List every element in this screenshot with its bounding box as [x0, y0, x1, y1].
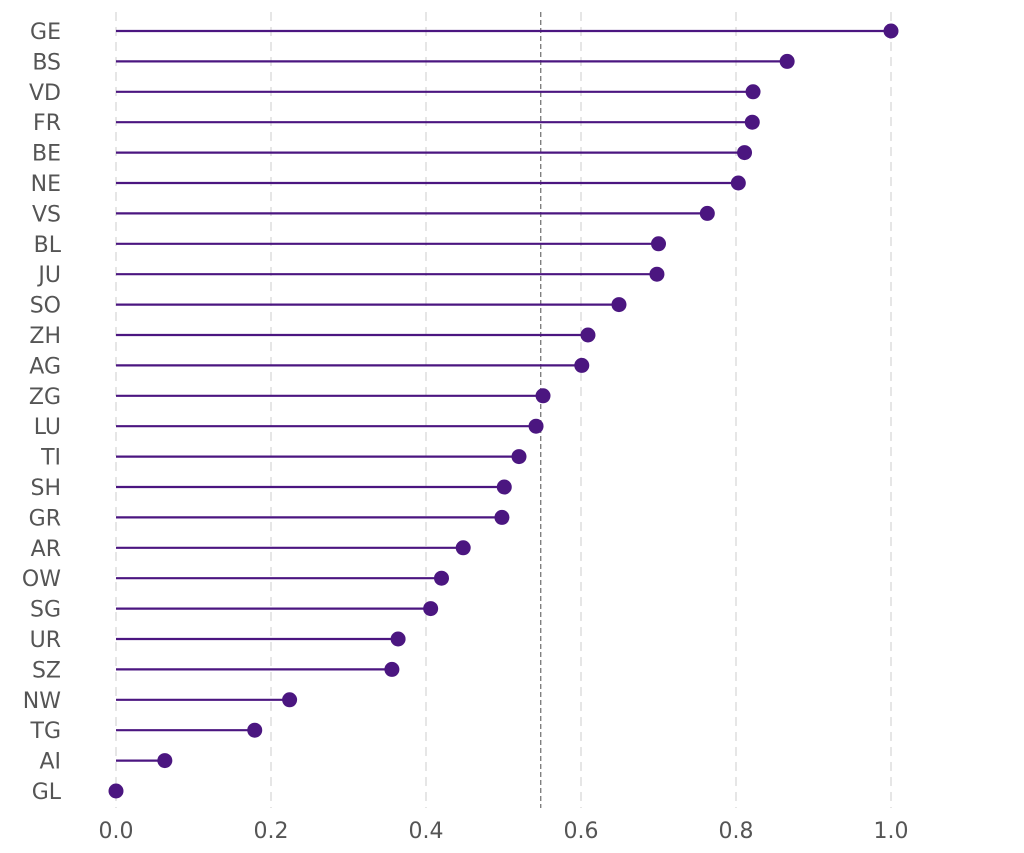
- x-tick-label: 0.0: [99, 819, 134, 844]
- dot-zg: [535, 388, 551, 404]
- category-label: BE: [32, 142, 61, 167]
- dot-lu: [528, 418, 544, 434]
- dot-ne: [730, 175, 746, 191]
- dot-ow: [434, 570, 449, 586]
- category-label: BS: [32, 50, 61, 75]
- category-label: AI: [39, 750, 61, 775]
- dot-ge: [883, 23, 899, 39]
- dot-zh: [580, 327, 596, 343]
- dot-sh: [496, 479, 512, 495]
- x-tick-label: 0.4: [409, 819, 444, 844]
- stems: [116, 29, 891, 762]
- category-label: AG: [29, 354, 61, 379]
- dot-fr: [744, 114, 760, 130]
- dot-bl: [651, 236, 666, 252]
- category-label: SZ: [32, 658, 61, 683]
- dot-ju: [649, 266, 665, 282]
- category-label: ZH: [29, 324, 61, 349]
- dot-vd: [745, 84, 761, 100]
- dot-ag: [574, 357, 590, 373]
- category-label: SO: [30, 294, 61, 319]
- grid-lines: [115, 12, 892, 808]
- category-label: SH: [30, 476, 61, 501]
- category-label: OW: [22, 567, 61, 592]
- category-label: AR: [31, 537, 61, 562]
- category-label: GE: [30, 20, 61, 45]
- dot-tg: [247, 722, 263, 738]
- dot-sz: [384, 661, 400, 677]
- dot-sg: [423, 601, 439, 617]
- category-label: TG: [30, 719, 62, 744]
- dot-ai: [157, 753, 173, 769]
- category-label: TI: [40, 446, 61, 471]
- x-tick-labels: 0.0 0.2 0.4 0.6 0.8 1.0: [99, 819, 909, 844]
- x-tick-label: 1.0: [874, 819, 909, 844]
- category-label: GL: [32, 780, 62, 805]
- dot-so: [611, 297, 627, 313]
- category-label: NE: [31, 172, 61, 197]
- x-tick-label: 0.2: [254, 819, 289, 844]
- category-label: UR: [30, 628, 61, 653]
- category-label: BL: [34, 233, 62, 258]
- category-label: JU: [36, 263, 61, 288]
- dot-gl: [108, 783, 124, 799]
- dot-gr: [494, 509, 510, 525]
- category-label: GR: [29, 506, 61, 531]
- dot-ti: [511, 449, 527, 465]
- dot-bs: [779, 53, 795, 69]
- dot-ar: [455, 540, 471, 556]
- x-tick-label: 0.6: [564, 819, 599, 844]
- category-label: VD: [29, 81, 61, 106]
- dot-vs: [699, 205, 715, 221]
- category-label: SG: [30, 598, 61, 623]
- category-label: VS: [32, 202, 61, 227]
- x-tick-label: 0.8: [719, 819, 754, 844]
- category-labels: GE BS VD FR BE NE VS BL JU SO ZH AG ZG LU TI SH GR AR OW SG…: [22, 20, 62, 805]
- category-label: ZG: [29, 385, 61, 410]
- dot-ur: [390, 631, 406, 647]
- dots: [108, 23, 899, 799]
- category-label: NW: [23, 689, 61, 714]
- dot-be: [737, 145, 753, 161]
- category-label: FR: [33, 111, 61, 136]
- category-label: LU: [34, 415, 61, 440]
- dot-nw: [282, 692, 298, 708]
